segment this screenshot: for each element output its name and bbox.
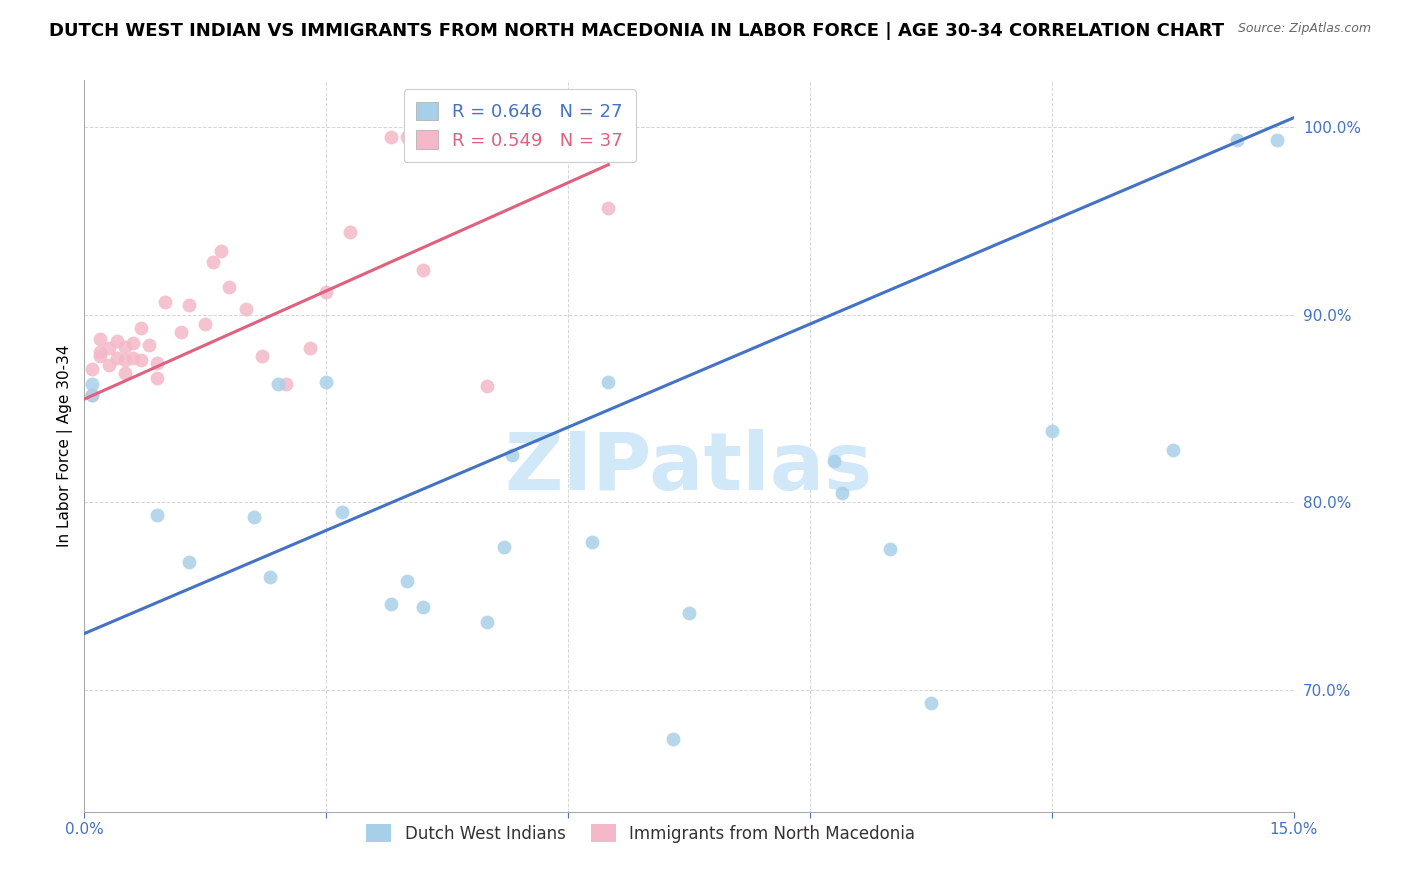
Point — [598, 376, 620, 390]
Point — [153, 294, 176, 309]
Point — [662, 731, 685, 746]
Point — [920, 696, 942, 710]
Point — [114, 366, 136, 380]
Point — [218, 279, 240, 293]
Point — [339, 225, 361, 239]
Point — [121, 335, 143, 350]
Point — [179, 555, 201, 569]
Point — [89, 349, 111, 363]
Point — [315, 376, 337, 390]
Point — [299, 342, 322, 356]
Point — [395, 129, 418, 144]
Point — [412, 262, 434, 277]
Point — [82, 388, 104, 402]
Point — [1040, 424, 1063, 438]
Text: ZIPatlas: ZIPatlas — [505, 429, 873, 507]
Point — [274, 377, 297, 392]
Point — [89, 345, 111, 359]
Text: DUTCH WEST INDIAN VS IMMIGRANTS FROM NORTH MACEDONIA IN LABOR FORCE | AGE 30-34 : DUTCH WEST INDIAN VS IMMIGRANTS FROM NOR… — [49, 22, 1225, 40]
Point — [1267, 133, 1289, 147]
Point — [121, 351, 143, 365]
Point — [114, 340, 136, 354]
Point — [678, 606, 700, 620]
Point — [831, 486, 853, 500]
Point — [138, 337, 160, 351]
Point — [129, 321, 152, 335]
Point — [315, 285, 337, 300]
Point — [146, 356, 169, 370]
Point — [170, 325, 193, 339]
Point — [267, 377, 290, 392]
Point — [105, 334, 128, 348]
Legend: Dutch West Indians, Immigrants from North Macedonia: Dutch West Indians, Immigrants from Nort… — [359, 816, 924, 851]
Point — [330, 505, 353, 519]
Point — [879, 542, 901, 557]
Point — [598, 201, 620, 215]
Text: Source: ZipAtlas.com: Source: ZipAtlas.com — [1237, 22, 1371, 36]
Point — [89, 332, 111, 346]
Point — [97, 342, 120, 356]
Point — [501, 449, 523, 463]
Point — [194, 317, 217, 331]
Point — [235, 302, 257, 317]
Point — [250, 349, 273, 363]
Point — [380, 129, 402, 144]
Point — [179, 298, 201, 312]
Point — [477, 615, 499, 630]
Point — [82, 388, 104, 402]
Point — [1226, 133, 1249, 147]
Point — [477, 379, 499, 393]
Point — [97, 359, 120, 373]
Point — [1161, 442, 1184, 457]
Point — [395, 574, 418, 588]
Point — [202, 255, 225, 269]
Point — [146, 508, 169, 523]
Point — [242, 510, 264, 524]
Point — [380, 597, 402, 611]
Point — [259, 570, 281, 584]
Point — [82, 377, 104, 392]
Point — [105, 351, 128, 365]
Point — [412, 600, 434, 615]
Point — [209, 244, 232, 258]
Point — [823, 454, 845, 468]
Point — [82, 362, 104, 376]
Point — [492, 541, 515, 555]
Point — [129, 352, 152, 367]
Point — [114, 352, 136, 367]
Point — [581, 534, 603, 549]
Point — [146, 371, 169, 385]
Y-axis label: In Labor Force | Age 30-34: In Labor Force | Age 30-34 — [58, 344, 73, 548]
